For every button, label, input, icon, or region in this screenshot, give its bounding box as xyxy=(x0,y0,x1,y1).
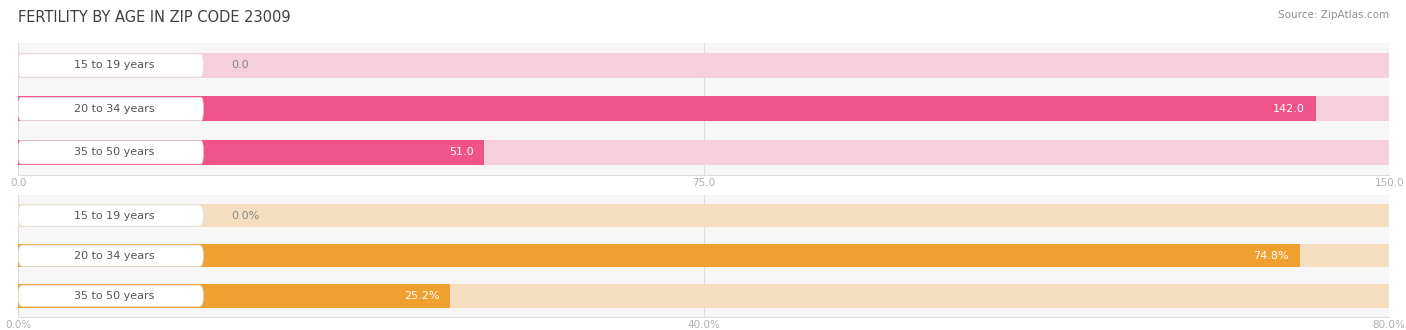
Text: 20 to 34 years: 20 to 34 years xyxy=(75,251,155,261)
Text: 74.8%: 74.8% xyxy=(1253,251,1289,261)
Text: 142.0: 142.0 xyxy=(1274,104,1305,114)
Bar xyxy=(18,96,1316,121)
Bar xyxy=(18,53,1389,78)
Text: FERTILITY BY AGE IN ZIP CODE 23009: FERTILITY BY AGE IN ZIP CODE 23009 xyxy=(18,10,291,25)
Text: 35 to 50 years: 35 to 50 years xyxy=(75,291,155,301)
Text: 25.2%: 25.2% xyxy=(404,291,439,301)
FancyBboxPatch shape xyxy=(18,141,204,164)
Text: 0.0%: 0.0% xyxy=(231,211,259,220)
Bar xyxy=(18,140,484,165)
Bar xyxy=(18,284,1389,308)
Bar xyxy=(18,244,1301,267)
Text: 15 to 19 years: 15 to 19 years xyxy=(75,60,155,71)
Text: 0.0: 0.0 xyxy=(231,60,249,71)
FancyBboxPatch shape xyxy=(18,205,204,226)
FancyBboxPatch shape xyxy=(18,97,204,120)
Bar xyxy=(18,244,1389,267)
Bar xyxy=(18,96,1389,121)
FancyBboxPatch shape xyxy=(18,54,204,77)
Bar xyxy=(18,284,450,308)
FancyBboxPatch shape xyxy=(18,245,204,266)
FancyBboxPatch shape xyxy=(18,285,204,307)
Text: 20 to 34 years: 20 to 34 years xyxy=(75,104,155,114)
Text: 15 to 19 years: 15 to 19 years xyxy=(75,211,155,220)
Text: 51.0: 51.0 xyxy=(449,147,474,157)
Bar xyxy=(18,204,1389,227)
Text: 35 to 50 years: 35 to 50 years xyxy=(75,147,155,157)
Bar xyxy=(18,140,1389,165)
Text: Source: ZipAtlas.com: Source: ZipAtlas.com xyxy=(1278,10,1389,20)
